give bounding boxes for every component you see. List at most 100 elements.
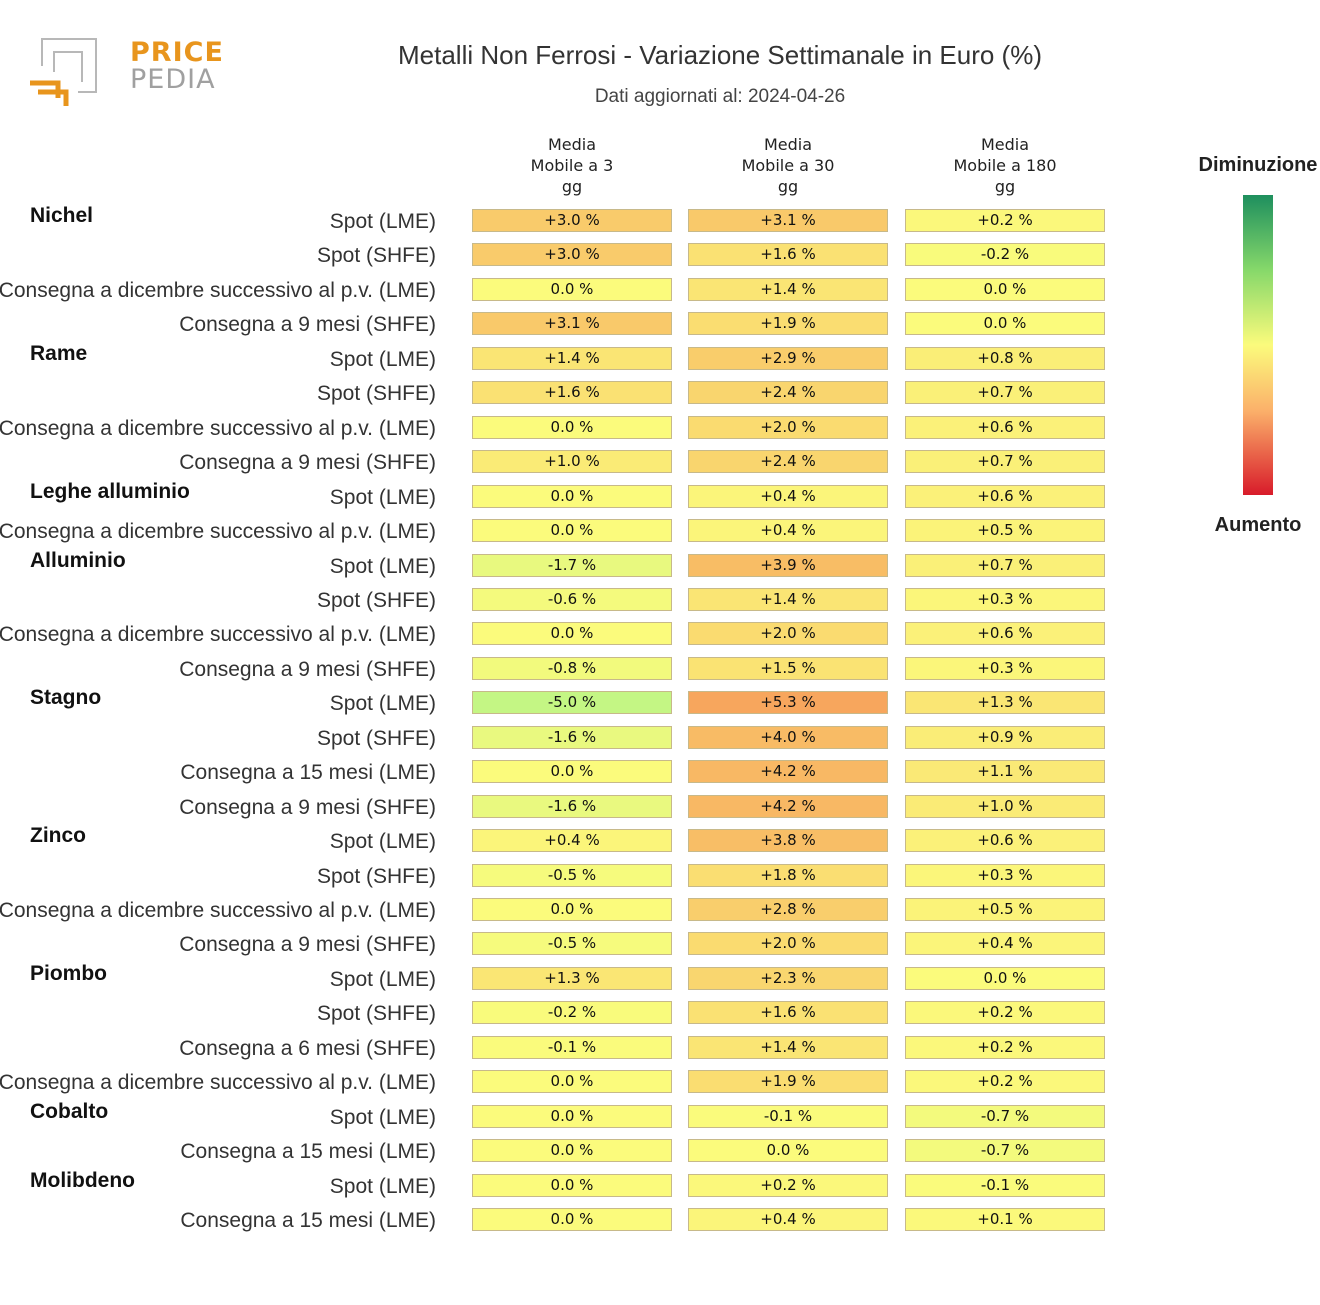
row-label: Spot (SHFE) xyxy=(316,726,436,750)
row-label: Spot (SHFE) xyxy=(316,588,436,612)
heatmap-cell: 0.0 % xyxy=(472,1173,672,1197)
row-label: Spot (LME) xyxy=(329,210,436,233)
heatmap-cell: +1.4 % xyxy=(688,587,888,611)
heatmap-cell: -1.6 % xyxy=(472,725,672,749)
heatmap-cell: 0.0 % xyxy=(472,1070,672,1094)
row-label: Consegna a dicembre successivo al p.v. (… xyxy=(0,1071,436,1095)
row-label: Spot (LME) xyxy=(329,830,436,854)
heatmap-cell: -0.5 % xyxy=(472,932,672,956)
row-label: Spot (SHFE) xyxy=(316,1002,436,1026)
heatmap-cell: 0.0 % xyxy=(688,1139,888,1163)
heatmap-cell: 0.0 % xyxy=(905,312,1105,336)
heatmap-cell: +0.2 % xyxy=(905,1001,1105,1025)
heatmap-cell: +4.2 % xyxy=(688,760,888,784)
column-header: Media Mobile a 30 gg xyxy=(741,135,835,196)
heatmap-cell: +2.4 % xyxy=(688,450,888,474)
heatmap-cell: -0.6 % xyxy=(472,587,672,611)
row-label: Consegna a 6 mesi (SHFE) xyxy=(179,1036,436,1060)
heatmap-cell: +0.2 % xyxy=(905,1070,1105,1094)
heatmap-cell: +4.2 % xyxy=(688,794,888,818)
heatmap-cell: +0.2 % xyxy=(905,1035,1105,1059)
row-label: Consegna a 9 mesi (SHFE) xyxy=(179,313,436,337)
group-label: Piombo xyxy=(30,961,107,985)
heatmap-cell: +2.8 % xyxy=(688,898,888,921)
row-label: Consegna a dicembre successivo al p.v. (… xyxy=(0,416,436,440)
row-label: Spot (LME) xyxy=(329,554,436,578)
heatmap-cell: +3.9 % xyxy=(688,553,888,577)
pricepedia-logo: PRICE PEDIA xyxy=(28,36,223,112)
heatmap-cell: -0.7 % xyxy=(905,1139,1105,1163)
heatmap-cell: -0.7 % xyxy=(905,1104,1105,1128)
group-label: Nichel xyxy=(30,204,94,227)
heatmap-cell: +3.0 % xyxy=(472,209,672,232)
column-header: Media Mobile a 3 gg xyxy=(530,135,614,196)
row-label: Consegna a 9 mesi (SHFE) xyxy=(179,795,436,819)
heatmap-cell: +4.0 % xyxy=(688,725,888,749)
heatmap-cell: +1.3 % xyxy=(472,966,672,990)
heatmap-cell: +1.0 % xyxy=(905,794,1105,818)
heatmap-cell: +1.3 % xyxy=(905,691,1105,715)
heatmap-cell: +1.4 % xyxy=(688,277,888,301)
legend-top-label: Diminuzione xyxy=(1198,154,1318,176)
heatmap-cell: 0.0 % xyxy=(472,1208,672,1232)
heatmap-cell: -0.2 % xyxy=(905,243,1105,267)
heatmap-cell: +3.0 % xyxy=(472,243,672,267)
heatmap-cell: -0.1 % xyxy=(472,1035,672,1059)
row-label: Consegna a dicembre successivo al p.v. (… xyxy=(0,520,436,544)
heatmap-cell: 0.0 % xyxy=(472,622,672,646)
heatmap-cell: +0.3 % xyxy=(905,587,1105,611)
heatmap-cell: +0.6 % xyxy=(905,415,1105,439)
group-label: Leghe alluminio xyxy=(30,479,190,503)
heatmap-cell: +0.4 % xyxy=(905,932,1105,956)
heatmap-cell: 0.0 % xyxy=(472,898,672,921)
heatmap-cell: +0.4 % xyxy=(472,829,672,853)
heatmap-cell: +2.3 % xyxy=(688,966,888,990)
chart-title: Metalli Non Ferrosi - Variazione Settima… xyxy=(398,40,1042,70)
heatmap-cell: +0.4 % xyxy=(688,1208,888,1232)
row-label: Spot (SHFE) xyxy=(316,244,436,268)
heatmap-cell: +1.5 % xyxy=(688,656,888,680)
row-label: Spot (LME) xyxy=(329,692,436,716)
heatmap-cell: +0.1 % xyxy=(905,1208,1105,1232)
heatmap-cell: 0.0 % xyxy=(472,1139,672,1163)
heatmap-cell: +0.3 % xyxy=(905,863,1105,887)
heatmap-cell: +1.8 % xyxy=(688,863,888,887)
row-label: Consegna a 9 mesi (SHFE) xyxy=(179,451,436,475)
heatmap-cell: +0.4 % xyxy=(688,519,888,543)
group-label: Zinco xyxy=(30,824,86,848)
legend-bottom-label: Aumento xyxy=(1214,514,1302,536)
heatmap-cell: +0.8 % xyxy=(905,346,1105,370)
heatmap-cell: +0.2 % xyxy=(905,209,1105,232)
row-label: Consegna a 15 mesi (LME) xyxy=(180,1209,436,1233)
pricepedia-logo-mark xyxy=(30,38,97,106)
heatmap-cell: -0.1 % xyxy=(905,1173,1105,1197)
heatmap-cell: +1.6 % xyxy=(688,1001,888,1025)
group-label: Stagno xyxy=(30,686,102,710)
heatmap-cell: +2.0 % xyxy=(688,415,888,439)
row-label: Consegna a dicembre successivo al p.v. (… xyxy=(0,899,436,922)
heatmap-cell: +3.1 % xyxy=(472,312,672,336)
heatmap-cell: +5.3 % xyxy=(688,691,888,715)
heatmap-cell: +0.7 % xyxy=(905,553,1105,577)
group-label: Cobalto xyxy=(30,1099,109,1123)
heatmap-cell: +0.9 % xyxy=(905,725,1105,749)
heatmap-cell: +2.0 % xyxy=(688,932,888,956)
heatmap-cell: +0.7 % xyxy=(905,381,1105,405)
heatmap-cell: 0.0 % xyxy=(472,519,672,543)
heatmap-cell: -0.5 % xyxy=(472,863,672,887)
heatmap-cell: +0.5 % xyxy=(905,898,1105,921)
heatmap-cell: +0.5 % xyxy=(905,519,1105,543)
heatmap-cell: +1.1 % xyxy=(905,760,1105,784)
row-label: Spot (SHFE) xyxy=(316,382,436,406)
heatmap-cell: +0.6 % xyxy=(905,829,1105,853)
row-label: Spot (LME) xyxy=(329,967,436,991)
heatmap-cell: 0.0 % xyxy=(472,760,672,784)
row-label: Spot (LME) xyxy=(329,1174,436,1198)
heatmap-cell: +2.9 % xyxy=(688,346,888,370)
heatmap-cell: +1.9 % xyxy=(688,312,888,336)
heatmap-cell: +0.6 % xyxy=(905,622,1105,646)
heatmap-cell: +1.4 % xyxy=(688,1035,888,1059)
heatmap-cell: 0.0 % xyxy=(472,415,672,439)
legend-color-scale xyxy=(1243,195,1273,495)
heatmap-cell: +1.9 % xyxy=(688,1070,888,1094)
